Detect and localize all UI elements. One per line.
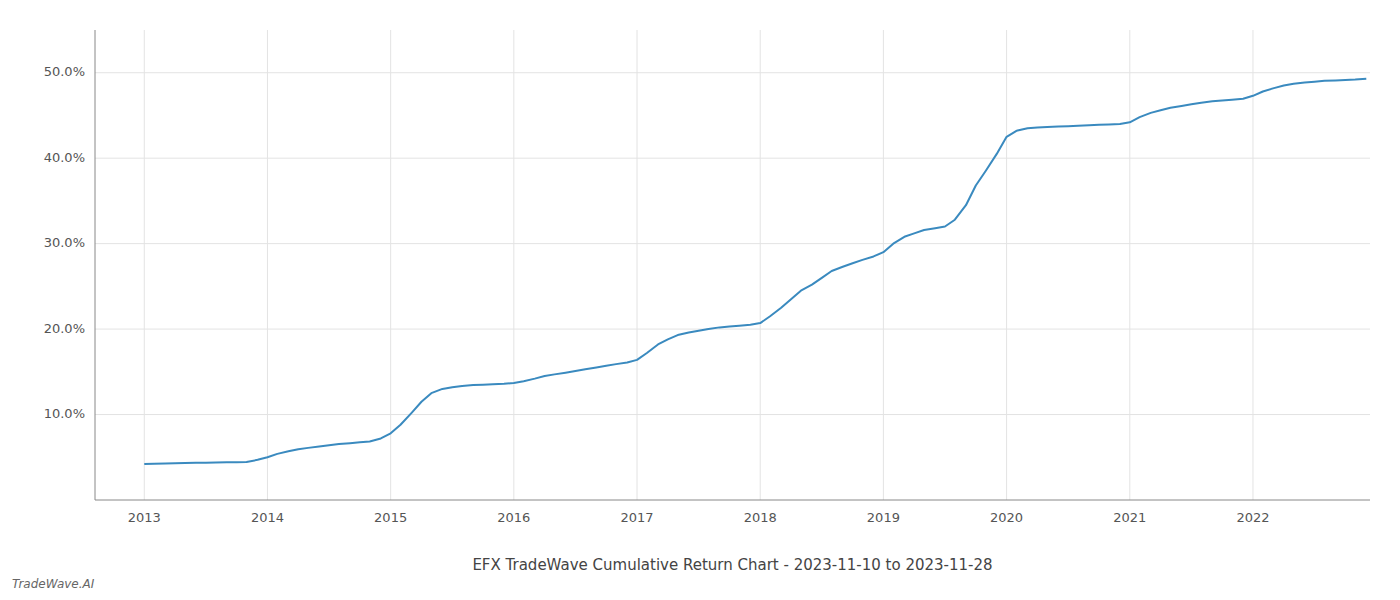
x-grid-line bbox=[760, 30, 761, 500]
title: EFX TradeWave Cumulative Return Chart - … bbox=[472, 556, 992, 574]
x-grid-line bbox=[267, 30, 268, 500]
x-axis: 2013 2014 2015 2016 2017 2018 2019 2020 2021 2022 bbox=[95, 500, 1370, 525]
y-grid-line bbox=[95, 158, 1370, 159]
x-tick-label: 2014 bbox=[251, 510, 284, 525]
plot-area bbox=[144, 79, 1366, 464]
line bbox=[144, 79, 1366, 464]
y-tick-label: 30.0% bbox=[44, 235, 85, 250]
x-tick-label: 2018 bbox=[744, 510, 777, 525]
x-grid-line bbox=[1129, 30, 1130, 500]
x-tick-label: 2019 bbox=[867, 510, 900, 525]
x-grid-line bbox=[513, 30, 514, 500]
watermark: TradeWave.AI bbox=[12, 577, 95, 591]
x-grid-line bbox=[1006, 30, 1007, 500]
x-grid-line bbox=[390, 30, 391, 500]
y-tick-label: 40.0% bbox=[44, 150, 85, 165]
x-grid-line bbox=[637, 30, 638, 500]
x-grid-line bbox=[883, 30, 884, 500]
y-grid-line bbox=[95, 72, 1370, 73]
x-tick-label: 2020 bbox=[990, 510, 1023, 525]
x-tick-label: 2021 bbox=[1113, 510, 1146, 525]
y-axis: 10.0% 20.0% 30.0% 40.0% 50.0% bbox=[44, 30, 95, 500]
x-tick-label: 2015 bbox=[374, 510, 407, 525]
y-tick-label: 20.0% bbox=[44, 321, 85, 336]
y-grid-line bbox=[95, 414, 1370, 415]
grid bbox=[95, 30, 1370, 500]
x-tick-label: 2017 bbox=[620, 510, 653, 525]
x-grid-line bbox=[1252, 30, 1253, 500]
x-axis-line bbox=[95, 500, 1370, 501]
x-tick-label: 2013 bbox=[128, 510, 161, 525]
y-axis-line bbox=[95, 30, 96, 500]
y-tick-label: 50.0% bbox=[44, 64, 85, 79]
y-grid-line bbox=[95, 329, 1370, 330]
y-grid-line bbox=[95, 243, 1370, 244]
x-grid-line bbox=[144, 30, 145, 500]
x-tick-label: 2022 bbox=[1236, 510, 1269, 525]
y-tick-label: 10.0% bbox=[44, 406, 85, 421]
chart: 10.0%20.0%30.0%40.0%50.0%201320142015201… bbox=[0, 0, 1400, 600]
x-tick-label: 2016 bbox=[497, 510, 530, 525]
